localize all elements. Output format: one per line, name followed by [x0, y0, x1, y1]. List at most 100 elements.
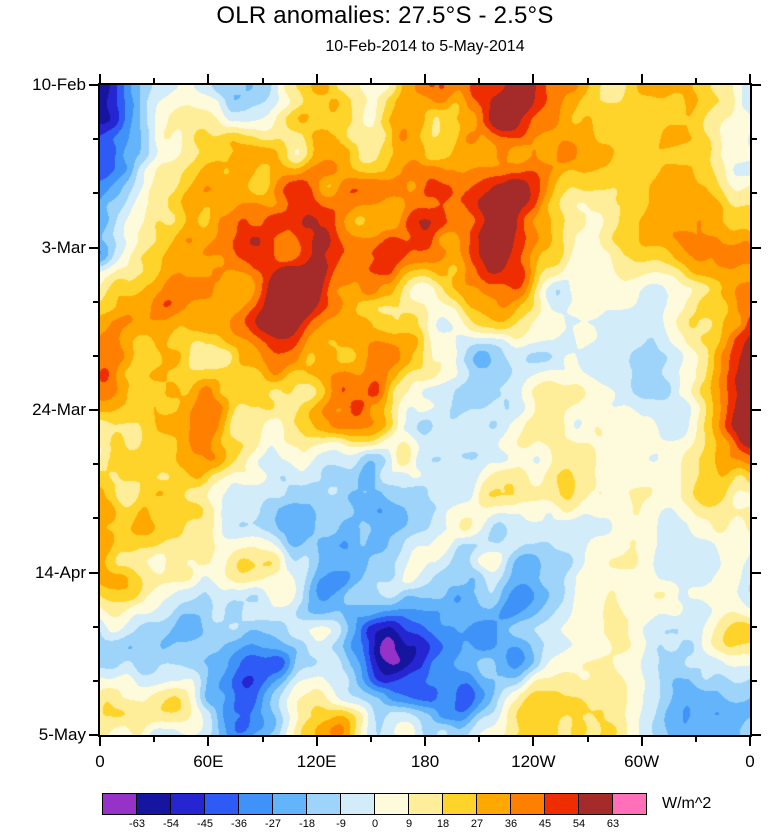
- x-tick-label: 0: [95, 752, 105, 771]
- y-tick-label: 3-Mar: [41, 237, 86, 257]
- x-axis-minor-tick: [369, 78, 372, 83]
- y-axis-minor-tick: [93, 679, 98, 682]
- colorbar-segment: [544, 793, 579, 815]
- colorbar-segment: [204, 793, 239, 815]
- colorbar-tick-label: 63: [606, 818, 620, 830]
- y-tick-label: 10-Feb: [32, 75, 86, 94]
- x-axis-tick: [749, 737, 751, 746]
- plot-area: [98, 83, 752, 737]
- y-axis-minor-tick: [752, 192, 757, 195]
- x-tick-label: 0: [745, 752, 755, 771]
- y-tick-label: 24-Mar: [32, 400, 86, 419]
- x-axis-tick: [207, 74, 210, 83]
- colorbar-segment: [442, 793, 477, 815]
- y-axis-tick: [752, 84, 761, 86]
- y-axis-minor-tick: [93, 354, 98, 357]
- colorbar-segment: [374, 793, 409, 815]
- colorbar-tick-label: -45: [197, 818, 213, 830]
- x-axis-minor-tick: [478, 737, 481, 742]
- x-axis-tick: [640, 737, 643, 746]
- y-axis-minor-tick: [752, 679, 757, 682]
- x-axis-tick: [424, 737, 426, 746]
- colorbar-segment: [510, 793, 545, 815]
- x-axis-minor-tick: [261, 78, 264, 83]
- y-axis-minor-tick: [93, 192, 98, 195]
- y-tick-label: 14-Apr: [34, 562, 86, 582]
- y-axis-tick: [752, 571, 761, 574]
- y-axis-minor-tick: [752, 463, 757, 466]
- colorbar-segment: [102, 793, 137, 815]
- colorbar-tick-label: 54: [572, 818, 586, 830]
- y-axis-tick: [89, 246, 98, 249]
- y-axis-tick: [89, 734, 98, 736]
- colorbar-tick-label: 27: [470, 818, 484, 830]
- y-axis-minor-tick: [752, 300, 757, 303]
- x-axis-minor-tick: [694, 78, 697, 83]
- y-axis-minor-tick: [752, 625, 757, 628]
- y-axis-tick: [752, 409, 761, 411]
- colorbar-tick-label: 18: [436, 818, 450, 830]
- x-axis-tick: [99, 74, 101, 83]
- x-axis-tick: [424, 74, 426, 83]
- chart-title: OLR anomalies: 27.5°S - 2.5°S: [216, 2, 554, 29]
- x-axis-tick: [315, 74, 318, 83]
- colorbar-tick-label: -27: [265, 818, 281, 830]
- colorbar-segment: [612, 793, 647, 815]
- colorbar-segment: [272, 793, 307, 815]
- x-axis-minor-tick: [478, 78, 481, 83]
- x-axis-minor-tick: [153, 78, 156, 83]
- colorbar-unit-label: W/m^2: [662, 795, 712, 812]
- y-axis-tick: [89, 571, 98, 574]
- y-axis-tick: [752, 246, 761, 249]
- y-tick-label: 5-May: [38, 725, 86, 744]
- x-tick-label: 60E: [193, 752, 224, 771]
- y-axis-minor-tick: [93, 517, 98, 520]
- colorbar-tick-label: -54: [163, 818, 179, 830]
- x-axis-minor-tick: [694, 737, 697, 742]
- x-axis-minor-tick: [261, 737, 264, 742]
- colorbar-segment: [408, 793, 443, 815]
- y-axis-tick: [89, 84, 98, 86]
- y-axis-minor-tick: [93, 625, 98, 628]
- x-axis-minor-tick: [153, 737, 156, 742]
- x-axis-tick: [532, 737, 535, 746]
- colorbar-segment: [306, 793, 341, 815]
- heatmap-canvas: [100, 85, 750, 735]
- x-axis-minor-tick: [586, 737, 589, 742]
- x-axis-minor-tick: [586, 78, 589, 83]
- colorbar-tick-label: -9: [336, 818, 346, 830]
- x-axis-tick: [99, 737, 101, 746]
- x-tick-label: 120E: [296, 752, 337, 771]
- colorbar-segment: [578, 793, 613, 815]
- colorbar-tick-label: 9: [405, 818, 413, 830]
- y-axis-minor-tick: [752, 138, 757, 141]
- x-axis-tick: [207, 737, 210, 746]
- chart-subtitle: 10-Feb-2014 to 5-May-2014: [325, 38, 525, 55]
- colorbar-tick-label: 45: [538, 818, 552, 830]
- x-tick-label: 180: [410, 752, 440, 771]
- colorbar-segment: [170, 793, 205, 815]
- y-axis-minor-tick: [752, 354, 757, 357]
- colorbar-segment: [476, 793, 511, 815]
- colorbar-tick-label: -36: [231, 818, 247, 830]
- x-axis-tick: [749, 74, 751, 83]
- y-axis-minor-tick: [93, 300, 98, 303]
- colorbar-segment: [340, 793, 375, 815]
- x-axis-minor-tick: [369, 737, 372, 742]
- colorbar-tick-label: -18: [299, 818, 315, 830]
- x-axis-tick: [532, 74, 535, 83]
- colorbar-tick-label: 0: [371, 818, 379, 830]
- x-axis-tick: [640, 74, 643, 83]
- x-tick-label: 120W: [511, 752, 556, 771]
- colorbar-tick-label: -63: [129, 818, 145, 830]
- y-axis-tick: [752, 734, 761, 736]
- y-axis-minor-tick: [752, 517, 757, 520]
- colorbar-tick-label: 36: [504, 818, 518, 830]
- y-axis-minor-tick: [93, 463, 98, 466]
- colorbar-segment: [238, 793, 273, 815]
- colorbar-segment: [136, 793, 171, 815]
- y-axis-tick: [89, 409, 98, 411]
- x-tick-label: 60W: [624, 752, 660, 771]
- y-axis-minor-tick: [93, 138, 98, 141]
